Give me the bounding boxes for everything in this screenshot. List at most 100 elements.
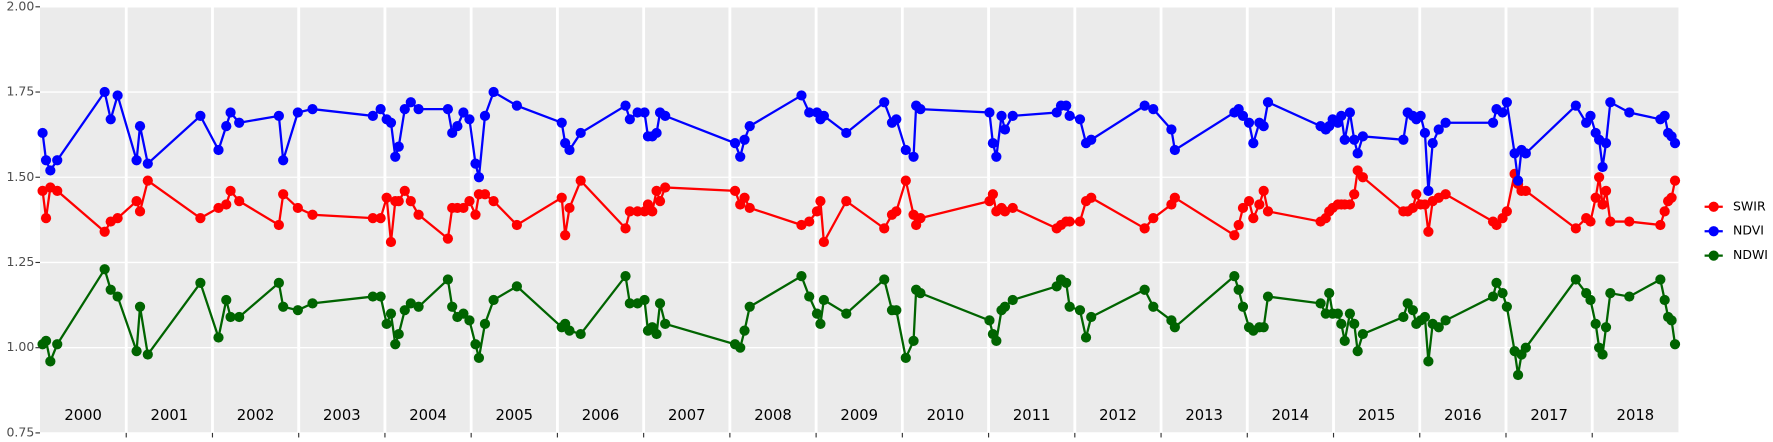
point [37, 127, 48, 139]
point [234, 117, 245, 128]
point [575, 127, 586, 139]
point [729, 185, 741, 197]
point [1352, 345, 1363, 357]
point [1233, 219, 1244, 231]
point [900, 175, 911, 186]
point [413, 209, 424, 220]
point [1669, 138, 1681, 149]
year-label: 2015 [1358, 407, 1396, 424]
point [367, 291, 378, 302]
point [818, 236, 829, 248]
point [195, 110, 206, 122]
point [307, 209, 318, 220]
point [399, 103, 410, 115]
point [464, 315, 475, 326]
point [1669, 339, 1681, 350]
point [1064, 110, 1075, 122]
point [1407, 202, 1418, 214]
point [1666, 192, 1677, 203]
point [112, 90, 123, 101]
point [1169, 144, 1180, 156]
point [99, 264, 110, 275]
point [879, 223, 890, 234]
point [470, 339, 481, 350]
point [213, 144, 224, 156]
point [134, 301, 146, 312]
point [399, 185, 410, 197]
y-tick-label: 2.00 [7, 0, 35, 13]
point [744, 202, 755, 214]
point [1427, 138, 1438, 149]
point [987, 189, 999, 200]
point [620, 223, 631, 234]
point [1605, 288, 1616, 299]
point [984, 107, 995, 118]
point [999, 206, 1011, 217]
point [385, 308, 397, 319]
point [221, 199, 232, 210]
point [984, 315, 995, 326]
point [413, 301, 424, 312]
point [796, 219, 807, 231]
point [112, 213, 123, 224]
point [575, 328, 586, 340]
point [488, 196, 499, 207]
legend-swatch [1708, 201, 1719, 212]
point [1007, 294, 1018, 306]
point [1600, 322, 1612, 333]
point [447, 301, 458, 312]
point [1491, 219, 1502, 231]
point [739, 325, 750, 336]
point [405, 298, 416, 309]
point [564, 144, 575, 156]
point [442, 103, 454, 115]
point [292, 202, 303, 214]
point [1258, 322, 1269, 333]
point [511, 281, 522, 292]
point [1349, 134, 1360, 145]
point [105, 284, 116, 295]
point [1440, 315, 1451, 326]
point [278, 189, 289, 200]
point [1315, 298, 1326, 309]
point [804, 107, 815, 118]
point [307, 298, 318, 309]
point [841, 196, 852, 207]
year-label: 2002 [237, 407, 275, 424]
point [1423, 356, 1434, 367]
point [660, 318, 671, 329]
point [1605, 216, 1616, 227]
point [458, 308, 469, 319]
legend-label: NDWI [1733, 247, 1768, 262]
point [796, 90, 807, 101]
point [1339, 335, 1350, 346]
point [735, 151, 746, 162]
point [278, 155, 289, 166]
point [1597, 349, 1608, 360]
point [1061, 277, 1072, 289]
point [1501, 206, 1512, 217]
point [1669, 175, 1681, 186]
point [815, 318, 826, 329]
point [393, 196, 404, 207]
point [1423, 226, 1434, 237]
point [393, 141, 404, 152]
point [1407, 305, 1418, 316]
point [1332, 308, 1343, 319]
point [390, 151, 401, 162]
point [464, 114, 475, 125]
point [40, 155, 52, 166]
point [891, 114, 902, 125]
point [99, 86, 110, 98]
point [488, 86, 499, 98]
point [915, 288, 926, 299]
point [1336, 318, 1347, 329]
point [1512, 369, 1524, 381]
point [624, 298, 635, 309]
point [891, 206, 902, 217]
point [1590, 192, 1601, 203]
point [1398, 134, 1409, 145]
y-tick-label: 1.50 [7, 169, 35, 184]
year-label: 2012 [1099, 407, 1137, 424]
point [999, 301, 1011, 312]
